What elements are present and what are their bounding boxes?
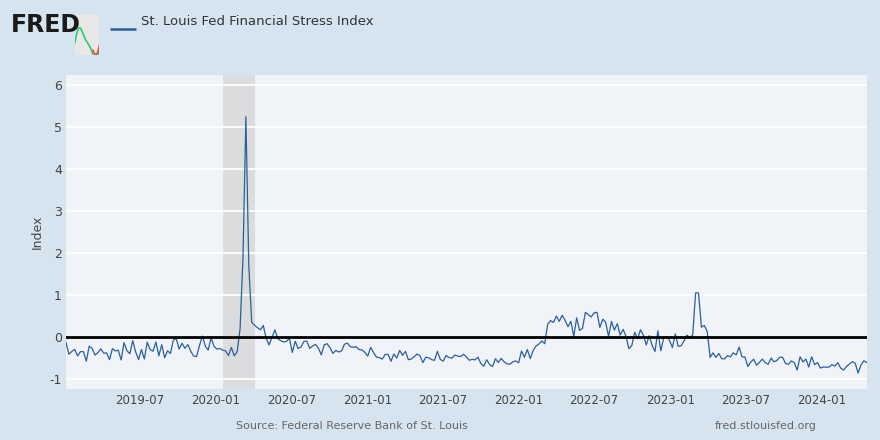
Text: St. Louis Fed Financial Stress Index: St. Louis Fed Financial Stress Index xyxy=(141,15,373,29)
Text: FRED: FRED xyxy=(11,13,81,37)
Text: fred.stlouisfed.org: fred.stlouisfed.org xyxy=(715,421,817,431)
Bar xyxy=(223,75,254,389)
Y-axis label: Index: Index xyxy=(31,215,44,249)
Text: Source: Federal Reserve Bank of St. Louis: Source: Federal Reserve Bank of St. Loui… xyxy=(236,421,468,431)
